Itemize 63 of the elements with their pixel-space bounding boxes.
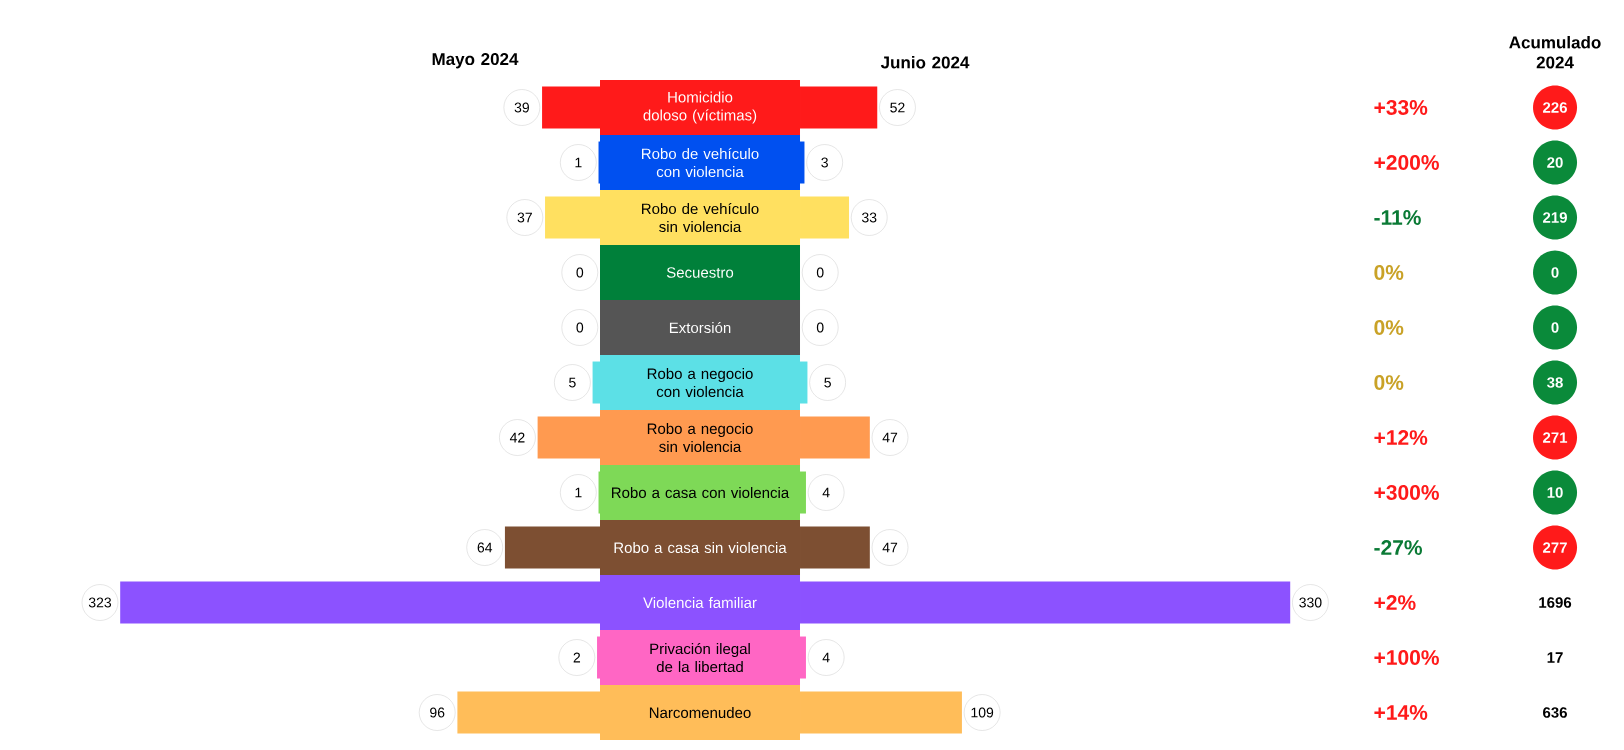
data-label: 37 (517, 212, 532, 223)
data-label: 636 (1543, 707, 1567, 718)
data-label: 1 (575, 487, 582, 498)
data-label: 0 (576, 267, 584, 278)
y-tick-label: Violencia familiar (643, 597, 757, 609)
data-label: 323 (88, 597, 112, 608)
y-tick-label: Narcomenudeo (649, 707, 751, 719)
y-tick-label: Extorsión (669, 321, 731, 334)
data-label: 5 (569, 377, 576, 388)
y-tick-label: Robo de vehículo sin violencia (642, 202, 759, 233)
data-label: +14% (1374, 705, 1428, 720)
data-label: 330 (1299, 597, 1322, 608)
data-label: 39 (514, 102, 529, 113)
data-label: +300% (1374, 485, 1439, 500)
data-label: 2 (573, 652, 581, 663)
data-label: 109 (971, 707, 994, 718)
data-label: 10 (1547, 487, 1563, 498)
chart-title: Junio 2024 (880, 56, 970, 69)
data-label: +2% (1374, 595, 1416, 610)
data-label: 4 (822, 487, 830, 498)
y-tick-label: Robo a negocio con violencia (647, 368, 753, 398)
data-label: 52 (890, 102, 905, 113)
data-label: 277 (1543, 542, 1567, 553)
data-label: -11% (1374, 210, 1421, 225)
data-label: +33% (1374, 100, 1428, 115)
chart-title: Mayo 2024 (432, 53, 519, 69)
y-tick-label: Homicidio doloso (víctimas) (643, 91, 757, 124)
data-label: 219 (1543, 212, 1567, 223)
y-tick-label: Robo de vehículo con violencia (642, 147, 759, 178)
data-label: 0% (1374, 320, 1404, 335)
data-label: 0% (1374, 265, 1404, 280)
data-label: 1 (575, 157, 582, 168)
data-label: 47 (882, 542, 898, 553)
text: Acumulado 2024 (1509, 36, 1601, 69)
data-label: 0 (1551, 267, 1559, 278)
y-tick-label: Secuestro (666, 267, 734, 278)
data-label: 0 (576, 322, 584, 333)
data-label: 20 (1547, 157, 1563, 168)
data-label: 33 (861, 212, 877, 223)
data-label: +12% (1374, 430, 1428, 445)
data-label: -27% (1374, 540, 1423, 555)
data-label: 5 (824, 377, 831, 388)
data-label: 42 (509, 432, 525, 443)
data-label: 0% (1374, 375, 1404, 390)
data-label: 0 (816, 322, 824, 333)
y-tick-label: Privación ilegal de la libertad (650, 642, 750, 673)
data-label: 96 (430, 707, 445, 718)
data-label: 226 (1543, 102, 1567, 113)
data-label: +200% (1374, 155, 1439, 170)
y-tick-label: Robo a casa sin violencia (614, 542, 787, 554)
data-label: 1696 (1539, 597, 1572, 608)
data-label: 0 (1551, 322, 1559, 333)
data-label: +100% (1374, 650, 1439, 665)
data-label: 3 (821, 157, 828, 168)
data-label: 38 (1547, 377, 1563, 388)
data-label: 17 (1547, 652, 1563, 663)
data-label: 47 (882, 432, 898, 443)
data-label: 271 (1543, 432, 1568, 443)
y-tick-label: Robo a casa con violencia (612, 487, 790, 499)
data-label: 0 (816, 267, 824, 278)
data-label: 64 (477, 542, 493, 553)
data-label: 4 (822, 652, 830, 663)
y-tick-label: Robo a negocio sin violencia (647, 423, 753, 453)
